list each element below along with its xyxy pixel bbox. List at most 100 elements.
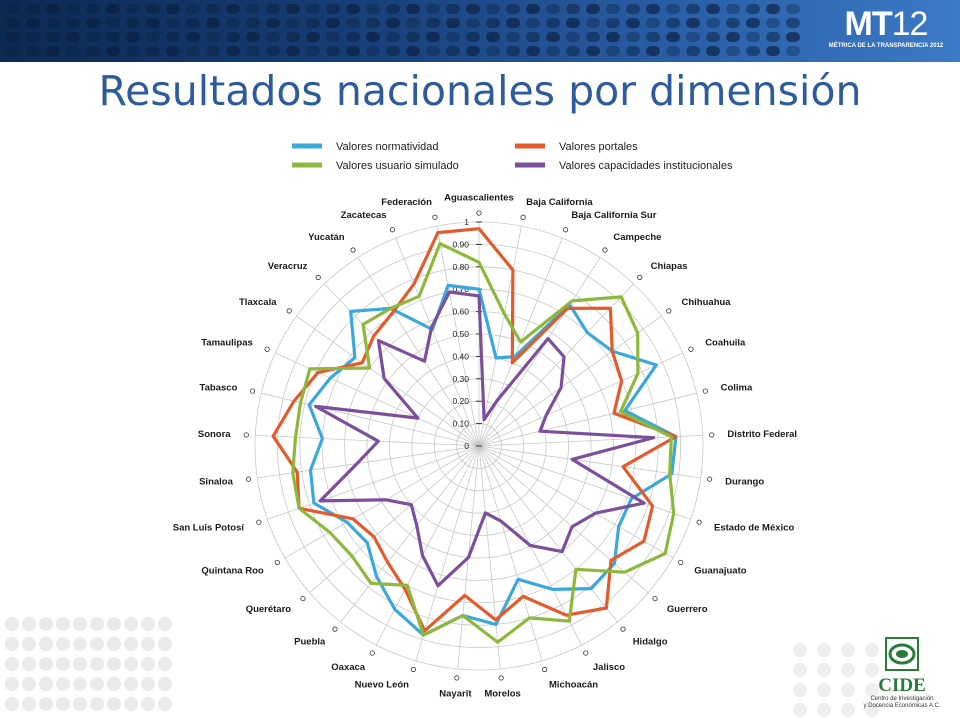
- slide-title: Resultados nacionales por dimensión: [98, 67, 862, 115]
- header-dot: [786, 46, 800, 56]
- header-dot: [366, 18, 380, 28]
- header-dot: [766, 46, 780, 56]
- footer-dot: [107, 637, 121, 651]
- axis-end-marker: [562, 227, 569, 233]
- header-dot: [166, 18, 180, 28]
- category-label: Guerrero: [667, 604, 708, 615]
- axis-end-marker: [702, 388, 708, 394]
- footer-dot: [73, 697, 87, 711]
- header-dot: [326, 4, 340, 14]
- header-dot: [646, 46, 660, 56]
- footer-dot: [22, 657, 36, 671]
- footer-dot: [39, 637, 53, 651]
- category-label: Sonora: [198, 429, 231, 440]
- grid-spoke: [478, 445, 649, 593]
- footer-dot: [841, 703, 855, 717]
- category-label: Quintana Roo: [201, 565, 263, 576]
- header-dot: [106, 18, 120, 28]
- header-dot: [326, 32, 340, 42]
- footer-dot: [56, 617, 70, 631]
- header-dot: [366, 32, 380, 42]
- axis-end-marker: [583, 650, 589, 656]
- category-label: Sinaloa: [199, 476, 234, 487]
- header-dot: [146, 18, 160, 28]
- header-dot: [346, 46, 360, 56]
- header-dot: [166, 46, 180, 56]
- header-dot: [666, 32, 680, 42]
- r-tick-label: 0.80: [452, 262, 469, 272]
- header-dot: [486, 32, 500, 42]
- r-tick-label: 0.40: [452, 351, 469, 361]
- grid-spoke: [284, 445, 480, 559]
- header-dot: [386, 18, 400, 28]
- header-dot: [406, 4, 420, 14]
- header-dot: [46, 32, 60, 42]
- header-dot: [266, 46, 280, 56]
- header-dot: [706, 46, 720, 56]
- series-line: [314, 290, 656, 588]
- header-dot: [226, 32, 240, 42]
- header-dot: [566, 18, 580, 28]
- header-dot: [246, 18, 260, 28]
- header-dot: [86, 4, 100, 14]
- footer-dot: [158, 657, 172, 671]
- header-dot: [686, 18, 700, 28]
- grid-spoke: [478, 445, 701, 479]
- header-dot: [326, 18, 340, 28]
- header-dot: [166, 32, 180, 42]
- header-dot: [346, 18, 360, 28]
- header-dot: [146, 32, 160, 42]
- grid-spoke: [340, 445, 480, 623]
- footer-dot: [124, 697, 138, 711]
- footer-dot: [39, 677, 53, 691]
- header-dot: [606, 46, 620, 56]
- header-dot: [466, 32, 480, 42]
- category-label: Oaxaca: [331, 662, 366, 673]
- axis-end-marker: [678, 559, 684, 566]
- header-dot: [306, 4, 320, 14]
- category-label: Veracruz: [268, 261, 308, 272]
- footer-dot: [5, 637, 19, 651]
- header-dot: [746, 18, 760, 28]
- header-dot: [766, 32, 780, 42]
- header-dot: [726, 18, 740, 28]
- footer-dot: [817, 663, 831, 677]
- axis-end-marker: [520, 214, 526, 220]
- axis-end-marker: [637, 274, 643, 280]
- header-dot: [766, 18, 780, 28]
- header-dot: [6, 46, 20, 56]
- header-dot: [246, 4, 260, 14]
- grid-spoke: [267, 445, 480, 520]
- grid-spoke: [478, 315, 662, 447]
- header-dot: [46, 4, 60, 14]
- category-label: Yucatán: [308, 232, 345, 243]
- header-dot: [66, 18, 80, 28]
- footer-dot: [22, 637, 36, 651]
- footer-dot: [841, 683, 855, 697]
- footer-dot: [817, 703, 831, 717]
- header-dot: [386, 32, 400, 42]
- category-label: Baja California: [526, 197, 593, 208]
- axis-end-marker: [350, 247, 356, 253]
- r-tick-label: 0.90: [452, 239, 469, 249]
- footer-dot: [124, 677, 138, 691]
- header-dot: [686, 4, 700, 14]
- r-tick-label: 0: [464, 441, 469, 451]
- header-dot: [486, 4, 500, 14]
- category-label: Distrito Federal: [727, 429, 797, 440]
- axis-end-marker: [620, 626, 626, 632]
- axis-end-marker: [389, 227, 396, 233]
- header-dot: [666, 18, 680, 28]
- footer-dot: [841, 643, 855, 657]
- header-dot: [226, 4, 240, 14]
- header-dot: [666, 4, 680, 14]
- footer-dot: [56, 657, 70, 671]
- header-dot: [426, 4, 440, 14]
- header-dot: [746, 46, 760, 56]
- grid-spoke: [478, 392, 697, 447]
- header-dot: [406, 18, 420, 28]
- legend-label: Valores capacidades institucionales: [559, 160, 733, 172]
- footer-dot: [124, 657, 138, 671]
- grid-spoke: [478, 445, 674, 559]
- footer-dot: [158, 637, 172, 651]
